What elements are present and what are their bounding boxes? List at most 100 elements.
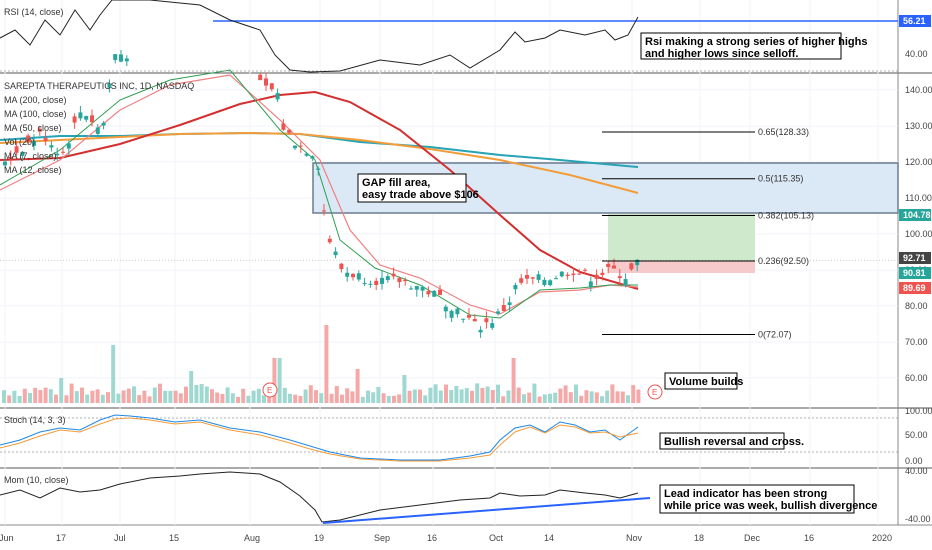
volume-bar xyxy=(173,390,178,403)
volume-bar xyxy=(334,385,339,403)
candle-body xyxy=(617,276,622,279)
time-tick-label: Dec xyxy=(744,533,761,543)
price-tick-label: 110.00 xyxy=(905,193,932,203)
volume-bar xyxy=(251,390,256,403)
candle-body xyxy=(507,302,512,306)
volume-bar xyxy=(407,390,412,403)
candle-body xyxy=(72,116,77,123)
volume-bar xyxy=(199,384,204,403)
time-tick-label: 16 xyxy=(427,533,437,543)
volume-bar xyxy=(111,345,116,403)
price-tick-label: 140.00 xyxy=(905,85,932,95)
volume-bar xyxy=(615,391,620,403)
ma100-line xyxy=(0,131,639,194)
candle-body xyxy=(588,281,593,287)
stoch-note-box xyxy=(659,432,785,450)
volume-bar xyxy=(282,387,287,403)
volume-bar xyxy=(605,390,610,403)
time-tick-label: Sep xyxy=(374,533,390,543)
stoch-pane-label: Stoch (14, 3, 3) xyxy=(4,415,66,425)
volume-bar xyxy=(360,396,365,403)
candle-body xyxy=(426,291,431,295)
gap-note-text: GAP fill area, xyxy=(362,177,430,189)
time-tick-label: Aug xyxy=(244,533,260,543)
volume-bar xyxy=(48,389,53,403)
volume-bar xyxy=(350,391,355,403)
volume-bar xyxy=(210,389,214,403)
candle-body xyxy=(49,145,54,148)
volume-bar xyxy=(178,393,183,403)
volume-bar xyxy=(126,388,131,403)
candle-body xyxy=(397,277,402,283)
candle-body xyxy=(113,54,118,60)
candle-body xyxy=(26,135,31,143)
candle-body xyxy=(339,263,344,269)
candle-body xyxy=(43,138,48,142)
volume-bar xyxy=(308,385,313,403)
volume-bar xyxy=(152,387,157,403)
volume-note-text: Volume builds xyxy=(669,376,743,388)
time-tick-label: 19 xyxy=(314,533,324,543)
candle-body xyxy=(269,83,274,90)
price-badge-text: 89.69 xyxy=(903,283,926,293)
volume-bar xyxy=(423,395,428,403)
fib-label: 0.236(92.50) xyxy=(758,256,809,266)
volume-bar xyxy=(168,390,173,403)
candle-body xyxy=(449,310,454,318)
volume-bar xyxy=(319,393,324,403)
volume-bar xyxy=(371,392,376,403)
candle-body xyxy=(119,54,123,62)
candle-body xyxy=(37,128,42,132)
volume-bar xyxy=(428,387,433,403)
candle-body xyxy=(78,112,83,119)
candle-body xyxy=(95,127,100,134)
fib-label: 0.382(105.13) xyxy=(758,211,814,221)
volume-bar xyxy=(522,394,526,403)
candle-body xyxy=(298,145,303,147)
candle-body xyxy=(554,278,558,280)
candle-body xyxy=(310,156,315,159)
volume-bar xyxy=(2,390,6,403)
candle-body xyxy=(66,143,71,149)
candle-body xyxy=(351,273,355,278)
indicator-label: MA (50, close) xyxy=(4,123,62,133)
volume-bar xyxy=(412,389,417,403)
stoch-tick-label: 100.00 xyxy=(905,406,932,416)
candle-body xyxy=(577,273,582,275)
candlesticks xyxy=(3,49,640,338)
volume-bar xyxy=(464,388,469,403)
candle-body xyxy=(32,140,36,146)
earnings-marker-text: E xyxy=(652,388,657,397)
candle-body xyxy=(258,74,263,81)
volume-bar xyxy=(345,388,350,403)
volume-bar xyxy=(90,390,95,403)
volume-bar xyxy=(7,395,12,403)
candle-body xyxy=(3,161,7,166)
price-badge xyxy=(899,252,931,264)
candle-body xyxy=(559,271,564,277)
volume-bar xyxy=(574,384,578,403)
volume-bar xyxy=(85,394,90,403)
candle-body xyxy=(461,318,466,320)
volume-bar xyxy=(225,387,230,403)
candle-body xyxy=(8,156,13,159)
candle-body xyxy=(107,83,112,88)
candle-body xyxy=(14,146,19,153)
rsi-note-box xyxy=(640,32,842,60)
candle-body xyxy=(327,238,332,243)
candle-body xyxy=(525,275,529,279)
volume-bar xyxy=(189,371,194,403)
volume-bar xyxy=(594,392,599,403)
volume-bar xyxy=(584,390,589,403)
volume-bars xyxy=(2,325,641,403)
price-badge-text: 104.78 xyxy=(903,210,931,220)
price-badge-text: 92.71 xyxy=(903,253,926,263)
volume-bar xyxy=(272,358,277,403)
price-tick-label: 120.00 xyxy=(905,157,932,167)
price-badge xyxy=(899,267,931,279)
candle-body xyxy=(443,306,448,312)
volume-bar xyxy=(459,389,464,403)
volume-bar xyxy=(256,388,261,403)
candle-body xyxy=(374,280,379,285)
candle-body xyxy=(478,329,483,333)
